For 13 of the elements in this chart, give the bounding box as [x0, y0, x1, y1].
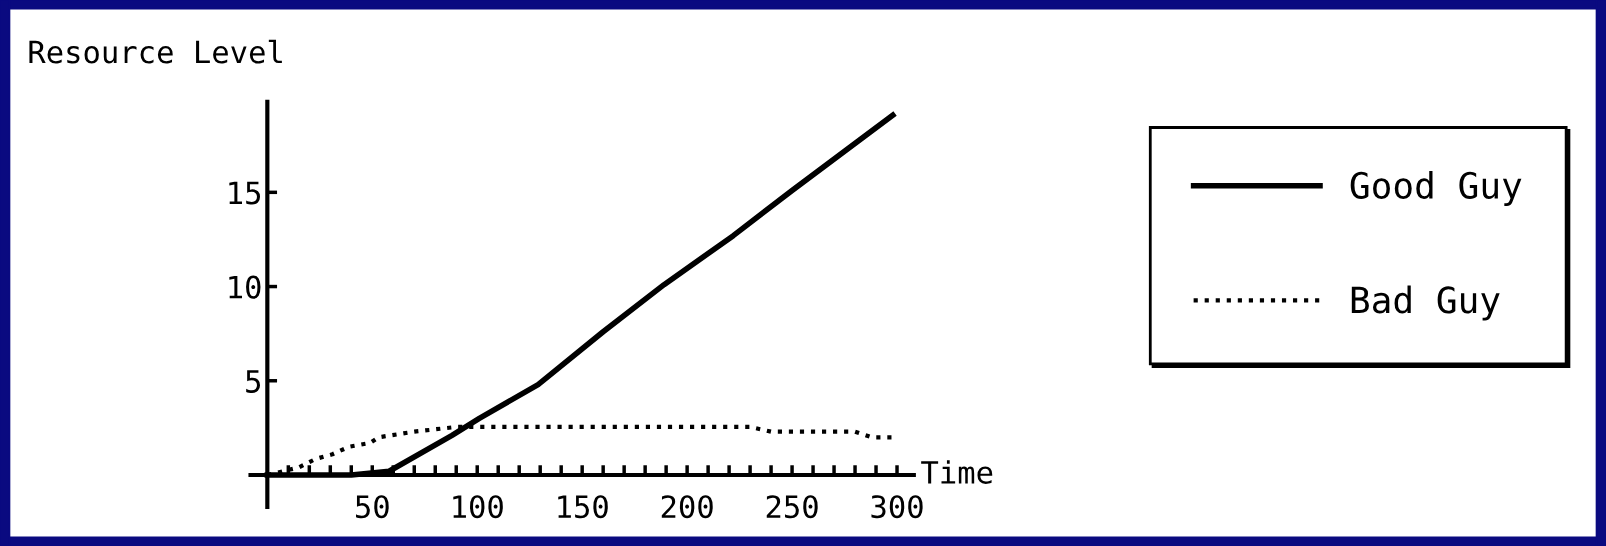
x-tick-label: 250	[766, 495, 818, 519]
y-tick-label: 10	[229, 275, 261, 299]
legend-label: Bad Guy	[1351, 285, 1500, 321]
x-tick-label: 300	[871, 495, 923, 519]
y-tick-label: 15	[229, 181, 261, 205]
chart-title: Resource Level	[29, 39, 282, 64]
x-axis-title: Time	[921, 460, 993, 484]
x-tick-label: 100	[453, 495, 503, 519]
y-tick-label: 5	[246, 370, 261, 393]
x-tick-label: 200	[661, 495, 713, 519]
x-tick-label: 50	[356, 495, 389, 519]
x-tick-label: 150	[558, 495, 608, 519]
legend-label: Good Guy	[1350, 171, 1522, 206]
